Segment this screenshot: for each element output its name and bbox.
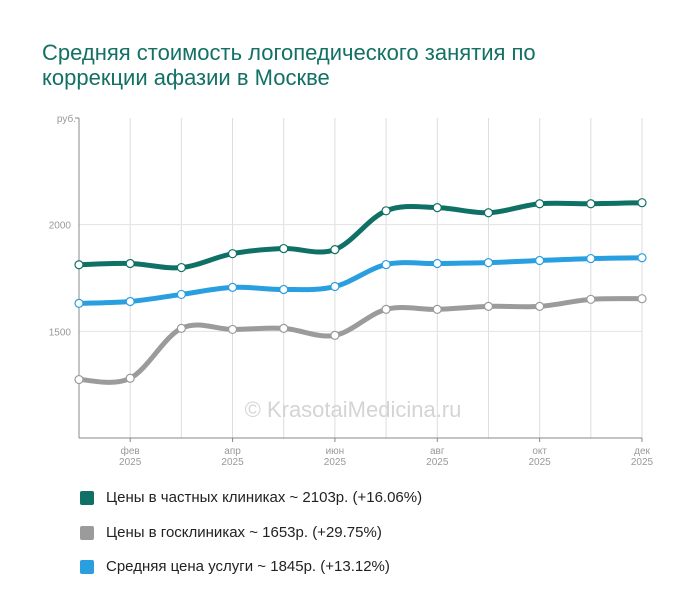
data-point [279,323,289,333]
series-line-2 [76,255,645,306]
x-tick-label-year: 2025 [529,457,552,468]
legend-label: Цены в частных клиниках ~ 2103р. (+16.06… [106,489,423,506]
data-point [227,249,238,259]
x-tick-label-month: фев [121,445,140,457]
data-point [279,243,289,254]
x-tick-label-month: авг [430,446,445,457]
legend-label: Средняя цена услуги ~ 1845р. (+13.12%) [106,558,390,575]
data-point [125,296,135,307]
x-tick-label-month: дек [634,446,650,457]
data-point [74,298,84,308]
data-point [125,258,135,269]
data-point [279,284,289,295]
data-point [330,281,340,292]
x-tick-label-year: 2025 [631,457,654,468]
data-point [74,260,84,270]
data-point [176,262,186,273]
data-point [535,199,545,209]
data-point [432,258,442,269]
data-point [74,374,84,385]
data-point [586,199,596,209]
legend-swatch [80,525,94,540]
y-tick-label: 2000 [49,221,72,232]
x-tick-label-month: июн [326,446,345,457]
data-point [381,259,391,270]
data-point [483,301,494,311]
data-point [483,208,494,218]
data-point [432,304,442,314]
data-point [227,324,238,335]
data-point [637,253,647,263]
x-tick-label-year: 2025 [426,457,449,468]
data-point [176,323,186,333]
data-point [330,330,340,340]
x-tick-label-year: 2025 [119,457,142,468]
data-point [330,245,340,255]
legend-item-private[interactable]: Цены в частных клиниках ~ 2103р. (+16.06… [80,489,422,506]
y-axis-label: руб. [57,113,76,125]
x-tick-label-month: окт [532,446,547,457]
legend-label: Цены в госклиниках ~ 1653р. (+29.75%) [106,524,382,541]
data-point [227,282,238,292]
legend-swatch [80,490,94,505]
data-point [535,255,545,266]
data-point [535,301,545,311]
x-tick-label-year: 2025 [221,457,244,468]
x-tick-label-year: 2025 [324,457,347,468]
data-point [432,203,442,213]
x-tick-label-month: апр [224,446,241,457]
data-point [125,373,135,383]
legend-swatch [80,559,94,574]
legend-item-public[interactable]: Цены в госклиниках ~ 1653р. (+29.75%) [80,524,382,541]
series-line-1 [76,296,645,385]
data-point [381,304,391,314]
data-point [586,294,596,304]
watermark: © KrasotaiMedicina.ru [245,397,462,422]
data-point [483,258,494,268]
data-point [381,206,391,216]
chart-title: Средняя стоимость логопедического заняти… [42,40,536,90]
data-point [637,198,647,208]
data-point [637,294,647,304]
data-point [176,289,186,300]
legend-item-average[interactable]: Средняя цена услуги ~ 1845р. (+13.12%) [80,558,390,575]
y-tick-label: 1500 [49,327,72,338]
data-point [586,253,596,264]
